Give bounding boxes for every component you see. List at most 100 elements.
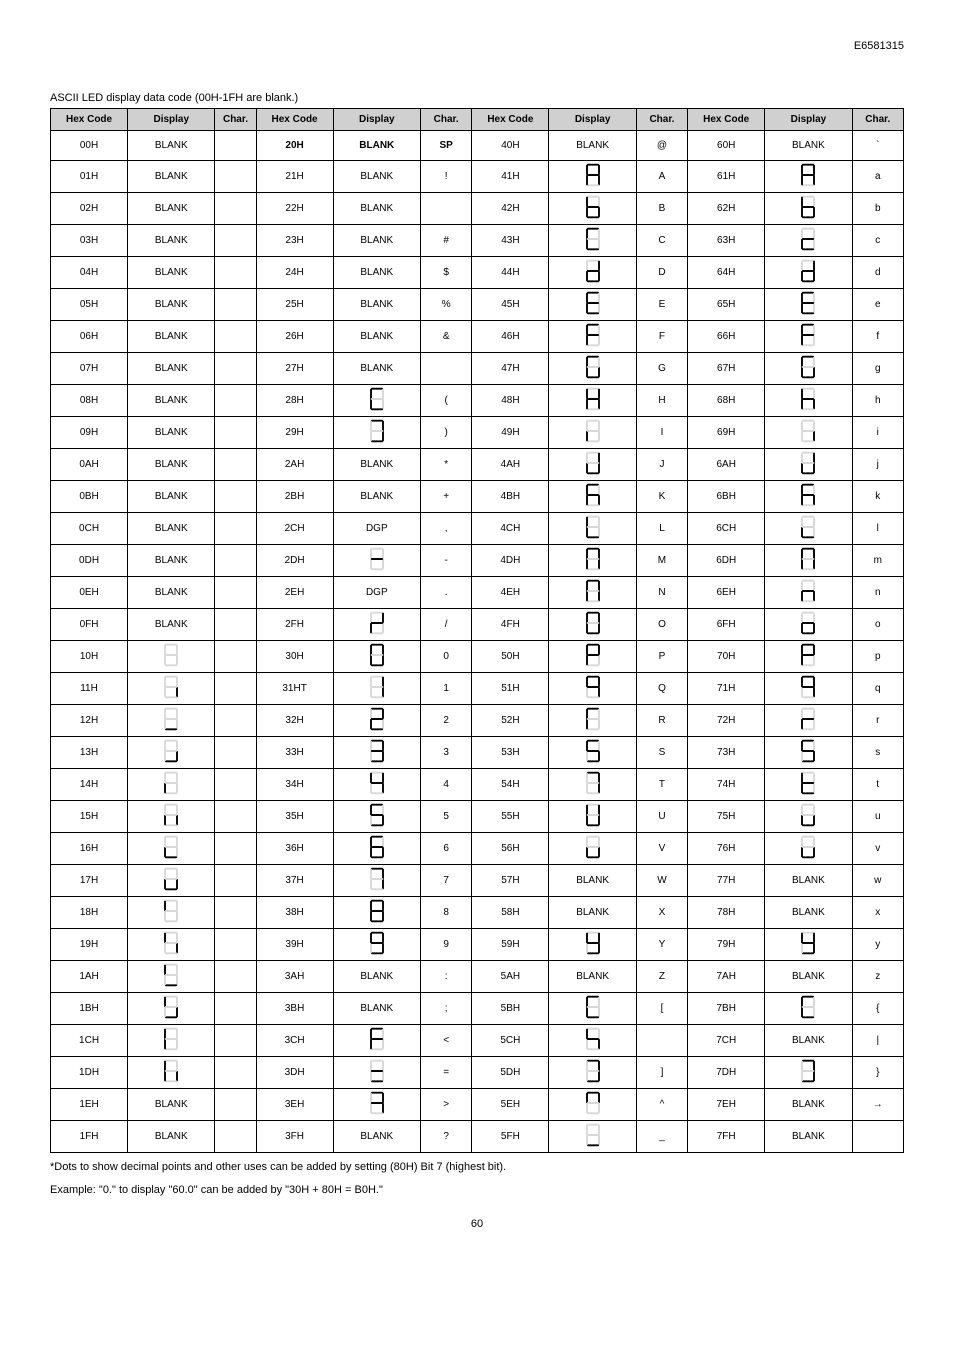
display-cell: BLANK: [765, 1121, 852, 1153]
hex-code-cell: 7FH: [688, 1121, 765, 1153]
hex-code-cell: 4FH: [472, 609, 549, 641]
hex-code-cell: 06H: [51, 321, 128, 353]
char-cell: f: [852, 321, 903, 353]
char-cell: $: [420, 257, 471, 289]
char-cell: [215, 833, 256, 865]
char-cell: [215, 769, 256, 801]
display-cell: [333, 865, 420, 897]
hex-code-cell: 1AH: [51, 961, 128, 993]
table-row: 0CHBLANK2CHDGP,4CHL6CHl: [51, 513, 904, 545]
display-cell: BLANK: [128, 385, 215, 417]
hex-code-cell: 36H: [256, 833, 333, 865]
seven-seg-glyph: [162, 643, 180, 667]
display-cell: [333, 641, 420, 673]
char-cell: n: [852, 577, 903, 609]
display-cell: [549, 801, 636, 833]
hex-code-cell: 2BH: [256, 481, 333, 513]
seven-seg-glyph: [368, 1027, 386, 1051]
seven-seg-glyph: [584, 387, 602, 411]
seven-seg-glyph: [584, 611, 602, 635]
table-row: 11H31HT151HQ71Hq: [51, 673, 904, 705]
seven-seg-glyph: [162, 707, 180, 731]
char-cell: [215, 1057, 256, 1089]
char-cell: r: [852, 705, 903, 737]
hex-code-cell: 79H: [688, 929, 765, 961]
hex-code-cell: 2EH: [256, 577, 333, 609]
seven-seg-glyph: [162, 931, 180, 955]
seven-seg-glyph: [162, 899, 180, 923]
hex-code-cell: 34H: [256, 769, 333, 801]
char-cell: V: [636, 833, 687, 865]
hex-code-cell: 70H: [688, 641, 765, 673]
seven-seg-glyph: [584, 675, 602, 699]
seven-seg-glyph: [584, 451, 602, 475]
seven-seg-glyph: [584, 515, 602, 539]
hex-code-cell: 41H: [472, 161, 549, 193]
display-cell: [549, 481, 636, 513]
display-cell: [128, 833, 215, 865]
char-cell: [215, 513, 256, 545]
display-cell: BLANK: [128, 417, 215, 449]
display-cell: [549, 225, 636, 257]
char-cell: C: [636, 225, 687, 257]
hex-code-cell: 2DH: [256, 545, 333, 577]
footnote-2: Example: "0." to display "60.0" can be a…: [50, 1182, 904, 1199]
seven-seg-glyph: [162, 867, 180, 891]
hex-code-cell: 6DH: [688, 545, 765, 577]
char-cell: (: [420, 385, 471, 417]
char-cell: c: [852, 225, 903, 257]
hex-code-cell: 37H: [256, 865, 333, 897]
display-cell: BLANK: [128, 289, 215, 321]
display-cell: [333, 417, 420, 449]
char-cell: [215, 929, 256, 961]
display-cell: BLANK: [128, 481, 215, 513]
char-cell: [215, 257, 256, 289]
display-cell: [549, 257, 636, 289]
char-cell: SP: [420, 131, 471, 161]
table-row: 0FHBLANK2FH/4FHO6FHo: [51, 609, 904, 641]
display-cell: [333, 385, 420, 417]
hex-code-cell: 52H: [472, 705, 549, 737]
display-cell: BLANK: [128, 449, 215, 481]
hex-code-cell: 20H: [256, 131, 333, 161]
table-header-cell: Char.: [215, 109, 256, 131]
display-cell: BLANK: [128, 257, 215, 289]
display-cell: [128, 865, 215, 897]
char-cell: z: [852, 961, 903, 993]
char-cell: [215, 321, 256, 353]
seven-seg-glyph: [368, 707, 386, 731]
seven-seg-glyph: [368, 547, 386, 571]
hex-code-cell: 13H: [51, 737, 128, 769]
hex-code-cell: 00H: [51, 131, 128, 161]
seven-seg-glyph: [799, 163, 817, 187]
hex-code-cell: 4BH: [472, 481, 549, 513]
char-cell: |: [852, 1025, 903, 1057]
char-cell: ^: [636, 1089, 687, 1121]
hex-code-cell: 2AH: [256, 449, 333, 481]
char-cell: P: [636, 641, 687, 673]
hex-code-cell: 67H: [688, 353, 765, 385]
table-header-cell: Char.: [852, 109, 903, 131]
hex-code-cell: 53H: [472, 737, 549, 769]
table-header-cell: Hex Code: [688, 109, 765, 131]
table-header-cell: Char.: [420, 109, 471, 131]
char-cell: u: [852, 801, 903, 833]
table-header-cell: Char.: [636, 109, 687, 131]
display-cell: [333, 1089, 420, 1121]
char-cell: +: [420, 481, 471, 513]
char-cell: L: [636, 513, 687, 545]
seven-seg-glyph: [162, 1059, 180, 1083]
seven-seg-glyph: [584, 739, 602, 763]
hex-code-cell: 15H: [51, 801, 128, 833]
display-cell: [549, 769, 636, 801]
hex-code-cell: 44H: [472, 257, 549, 289]
display-cell: [333, 801, 420, 833]
char-cell: [215, 737, 256, 769]
display-cell: [333, 673, 420, 705]
char-cell: y: [852, 929, 903, 961]
hex-code-cell: 4AH: [472, 449, 549, 481]
char-cell: S: [636, 737, 687, 769]
char-cell: T: [636, 769, 687, 801]
char-cell: 2: [420, 705, 471, 737]
seven-seg-glyph: [368, 1091, 386, 1115]
